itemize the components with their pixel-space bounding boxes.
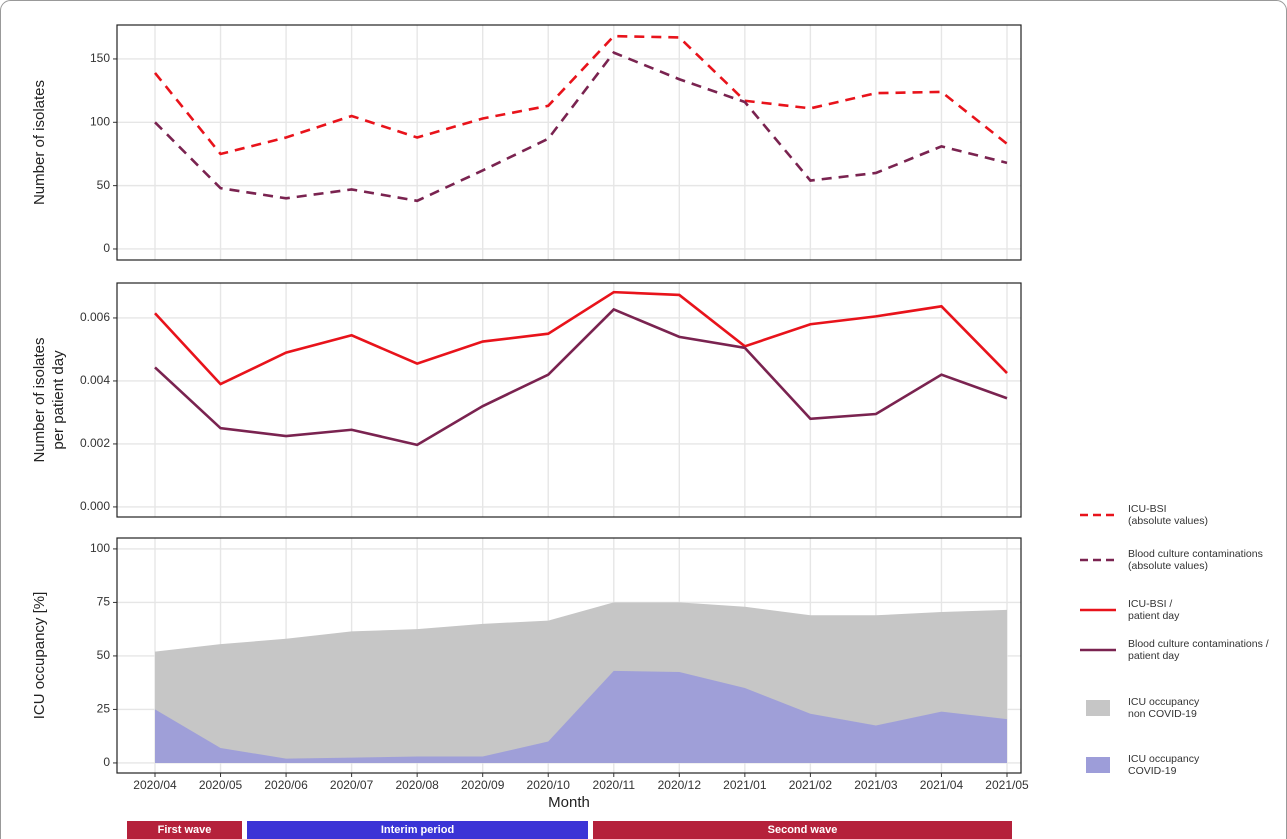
legend-label: patient day — [1128, 650, 1180, 662]
y-tick-label: 0 — [103, 241, 110, 255]
legend-label: patient day — [1128, 610, 1180, 622]
x-tick-label: 2021/04 — [920, 778, 964, 792]
x-axis-title: Month — [548, 794, 590, 811]
period-bar — [247, 821, 588, 839]
line — [154, 51, 1008, 203]
legend-label: ICU-BSI — [1128, 503, 1167, 515]
legend-label: ICU-BSI / — [1128, 598, 1172, 610]
period-bar — [593, 821, 1012, 839]
x-tick-label: 2020/10 — [527, 778, 571, 792]
x-tick-label: 2020/05 — [199, 778, 243, 792]
panel-border — [116, 282, 1022, 518]
x-tick-label: 2020/09 — [461, 778, 505, 792]
y-axis-title: Number of isolates — [31, 337, 48, 462]
x-tick-label: 2021/02 — [789, 778, 833, 792]
legend-label: non COVID-19 — [1128, 708, 1197, 720]
legend-label: COVID-19 — [1128, 765, 1177, 777]
legend-swatch — [1086, 757, 1110, 773]
y-tick-label: 75 — [97, 595, 111, 609]
period-bar — [127, 821, 242, 839]
x-tick-label: 2020/06 — [264, 778, 308, 792]
y-tick-label: 0.000 — [80, 499, 110, 513]
period-label: Interim period — [381, 824, 454, 836]
y-tick-label: 100 — [90, 114, 110, 128]
area — [155, 670, 1007, 763]
legend-label: Blood culture contaminations / — [1128, 638, 1269, 650]
y-tick-label: 0.002 — [80, 436, 110, 450]
legend-swatch — [1086, 700, 1110, 716]
line — [154, 307, 1008, 447]
y-axis-title: per patient day — [50, 350, 67, 450]
y-tick-label: 150 — [90, 51, 110, 65]
y-tick-label: 0 — [103, 755, 110, 769]
legend-label: ICU occupancy — [1128, 696, 1200, 708]
x-tick-label: 2020/12 — [658, 778, 702, 792]
line — [154, 290, 1008, 386]
y-tick-label: 25 — [97, 702, 111, 716]
x-tick-label: 2020/08 — [395, 778, 439, 792]
y-axis-title: ICU occupancy [%] — [31, 592, 48, 720]
legend-label: ICU occupancy — [1128, 753, 1200, 765]
x-tick-label: 2020/11 — [593, 778, 636, 792]
y-tick-label: 0.006 — [80, 310, 110, 324]
line — [153, 34, 1008, 156]
y-tick-label: 100 — [90, 541, 110, 555]
panel-border — [116, 537, 1022, 774]
period-label: First wave — [158, 824, 212, 836]
x-tick-label: 2020/04 — [133, 778, 177, 792]
y-tick-label: 0.004 — [80, 373, 110, 387]
x-tick-label: 2021/03 — [854, 778, 898, 792]
legend-label: Blood culture contaminations — [1128, 548, 1263, 560]
y-tick-label: 50 — [97, 648, 111, 662]
panel-border — [116, 24, 1022, 261]
period-label: Second wave — [768, 824, 838, 836]
y-axis-title: Number of isolates — [31, 80, 48, 205]
x-tick-label: 2020/07 — [330, 778, 374, 792]
panel — [117, 25, 1021, 260]
legend-label: (absolute values) — [1128, 560, 1208, 572]
y-tick-label: 50 — [97, 178, 111, 192]
legend-label: (absolute values) — [1128, 515, 1208, 527]
x-tick-label: 2021/01 — [723, 778, 767, 792]
x-tick-label: 2021/05 — [985, 778, 1029, 792]
